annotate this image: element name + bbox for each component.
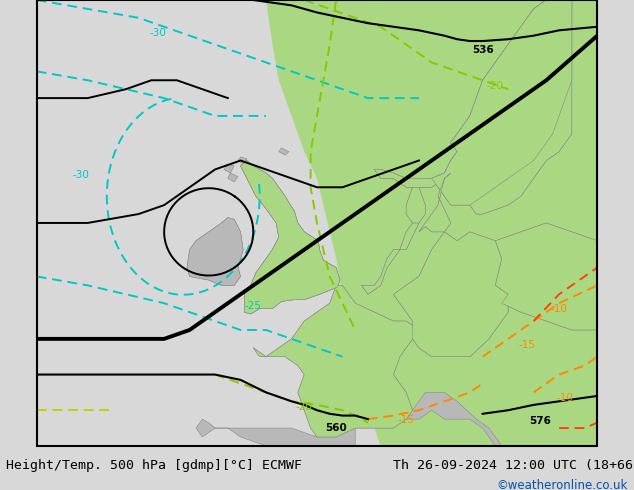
Text: ©weatheronline.co.uk: ©weatheronline.co.uk (496, 479, 628, 490)
Text: 536: 536 (472, 45, 493, 54)
Polygon shape (254, 285, 419, 437)
Polygon shape (202, 428, 355, 446)
Text: -15: -15 (519, 340, 536, 350)
Polygon shape (432, 0, 572, 205)
Polygon shape (432, 0, 572, 205)
Polygon shape (240, 161, 340, 314)
Polygon shape (394, 232, 508, 357)
Polygon shape (279, 148, 289, 155)
Text: -20: -20 (296, 402, 313, 412)
Polygon shape (361, 223, 419, 294)
Polygon shape (254, 285, 419, 437)
Text: Th 26-09-2024 12:00 UTC (18+66): Th 26-09-2024 12:00 UTC (18+66) (393, 459, 634, 472)
Text: -25: -25 (245, 300, 262, 311)
Text: -10: -10 (550, 304, 567, 314)
Polygon shape (196, 419, 215, 437)
Polygon shape (361, 223, 419, 294)
Text: 576: 576 (529, 416, 551, 426)
Polygon shape (495, 223, 597, 330)
Polygon shape (406, 187, 425, 223)
Text: Height/Temp. 500 hPa [gdmp][°C] ECMWF: Height/Temp. 500 hPa [gdmp][°C] ECMWF (6, 459, 302, 472)
Text: -10: -10 (557, 393, 574, 403)
Polygon shape (406, 392, 501, 446)
Text: 560: 560 (325, 423, 347, 433)
Polygon shape (394, 232, 508, 357)
Polygon shape (238, 157, 247, 164)
Polygon shape (187, 218, 243, 285)
Polygon shape (240, 161, 340, 314)
Polygon shape (495, 223, 597, 330)
Polygon shape (266, 0, 597, 446)
Polygon shape (406, 187, 425, 223)
Polygon shape (224, 164, 234, 173)
Polygon shape (240, 161, 340, 314)
Text: -20: -20 (487, 81, 504, 91)
Polygon shape (419, 173, 451, 232)
Text: -30: -30 (150, 27, 166, 38)
Polygon shape (374, 0, 572, 214)
Polygon shape (228, 173, 238, 182)
Polygon shape (419, 173, 451, 232)
Text: -30: -30 (73, 171, 90, 180)
Polygon shape (187, 218, 243, 285)
Text: -15: -15 (398, 415, 415, 425)
Polygon shape (374, 0, 572, 214)
